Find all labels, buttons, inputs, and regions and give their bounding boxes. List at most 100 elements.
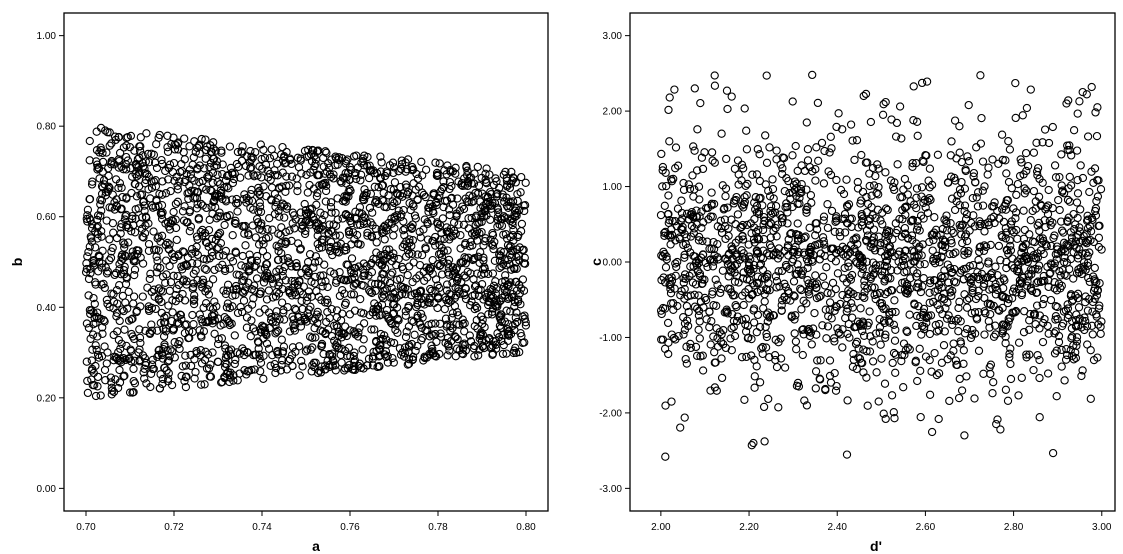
data-point <box>90 299 99 309</box>
data-point <box>439 177 448 186</box>
data-point <box>478 265 488 274</box>
data-point <box>196 279 206 289</box>
data-point <box>216 321 225 330</box>
data-point <box>687 269 697 278</box>
data-point <box>690 146 699 155</box>
data-point <box>996 256 1005 265</box>
data-point <box>816 356 825 365</box>
data-point <box>293 153 303 162</box>
data-point <box>370 325 379 334</box>
data-point <box>926 311 936 320</box>
data-point <box>493 222 502 231</box>
data-point <box>292 262 302 271</box>
data-point <box>906 274 915 283</box>
data-point <box>225 264 235 273</box>
data-point <box>97 259 107 268</box>
data-point <box>82 259 91 268</box>
data-point <box>694 306 704 316</box>
data-point <box>984 259 993 268</box>
data-point <box>228 302 237 311</box>
data-point <box>90 313 99 323</box>
data-point <box>1050 259 1059 268</box>
data-point <box>138 292 147 301</box>
data-point <box>341 159 351 168</box>
data-point <box>1066 290 1076 299</box>
data-point <box>920 195 929 204</box>
data-point <box>929 297 938 307</box>
data-point <box>371 307 380 316</box>
data-point <box>278 199 287 208</box>
data-point <box>760 297 769 306</box>
data-point <box>1063 300 1072 309</box>
data-point <box>834 328 843 337</box>
data-point <box>915 344 924 353</box>
data-point <box>144 306 154 316</box>
data-point <box>473 218 482 227</box>
data-point <box>306 345 315 354</box>
data-point <box>351 279 360 288</box>
data-point <box>882 256 892 265</box>
data-point <box>135 168 144 177</box>
data-point <box>467 213 476 223</box>
data-point <box>976 71 985 80</box>
data-point <box>782 199 791 208</box>
data-point <box>502 349 511 358</box>
data-point <box>1060 270 1069 279</box>
data-point <box>928 246 937 255</box>
x-tick-label: 0.80 <box>516 522 536 533</box>
data-point <box>988 155 997 164</box>
data-point <box>96 391 105 400</box>
data-point <box>791 270 800 279</box>
data-point <box>660 201 669 210</box>
data-point <box>827 289 836 298</box>
data-point <box>1092 196 1101 206</box>
data-point <box>173 318 182 327</box>
data-point <box>292 174 301 183</box>
data-point <box>862 271 871 281</box>
data-point <box>418 188 427 197</box>
data-point <box>200 380 209 389</box>
data-point <box>428 207 437 216</box>
data-point <box>175 177 184 186</box>
data-point <box>305 250 315 259</box>
data-point <box>244 229 253 238</box>
data-point <box>82 357 91 366</box>
data-point <box>130 356 139 365</box>
data-point <box>1022 350 1031 359</box>
data-point <box>248 221 257 230</box>
data-point <box>457 349 467 358</box>
data-point <box>164 163 174 173</box>
data-point <box>733 156 743 165</box>
data-point <box>1064 213 1073 222</box>
data-point <box>741 181 750 190</box>
data-point <box>792 381 802 390</box>
data-point <box>1068 351 1077 361</box>
data-point <box>93 308 102 317</box>
data-point <box>451 169 460 178</box>
data-point <box>1019 170 1028 179</box>
data-point <box>761 131 770 140</box>
data-point <box>326 202 336 212</box>
data-point <box>925 298 934 307</box>
data-point <box>1035 226 1044 236</box>
data-point <box>130 334 139 344</box>
data-point <box>252 274 262 283</box>
data-point <box>938 309 947 319</box>
data-point <box>857 217 866 227</box>
data-point <box>733 210 743 219</box>
data-point <box>176 167 185 177</box>
data-point <box>251 327 260 336</box>
data-point <box>772 276 782 286</box>
data-point <box>1094 233 1104 242</box>
data-point <box>507 265 516 274</box>
data-point <box>388 158 398 167</box>
data-point <box>320 260 329 269</box>
data-point <box>812 143 821 152</box>
data-point <box>1054 337 1064 347</box>
data-point <box>242 198 251 207</box>
data-point <box>233 147 243 157</box>
data-point <box>1082 216 1092 225</box>
data-point <box>1045 216 1054 226</box>
data-point <box>107 378 116 387</box>
data-point <box>968 193 977 203</box>
